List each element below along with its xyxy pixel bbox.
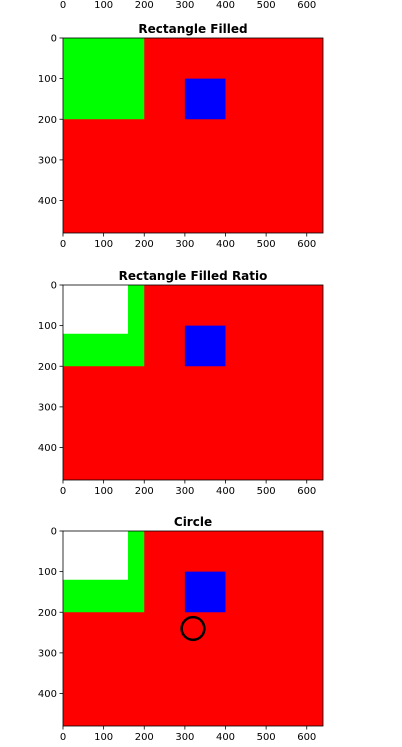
filled-rectangle: [185, 572, 226, 613]
x-tick-label: 500: [257, 239, 276, 250]
y-tick-label: 300: [38, 155, 57, 166]
x-tick-label: 0: [60, 486, 66, 497]
filled-rectangle: [185, 326, 226, 367]
x-tick-label: 300: [175, 486, 194, 497]
x-tick-label: 400: [216, 0, 235, 11]
x-tick-label: 500: [257, 0, 276, 11]
x-tick-label: 600: [297, 486, 316, 497]
chart-panel-3: Circle 0 100 200 300 400 500 600 0 100 200 300 400: [38, 515, 323, 743]
x-tick-label: 100: [94, 0, 113, 11]
y-tick-label: 0: [51, 34, 57, 45]
x-tick-label: 200: [135, 486, 154, 497]
filled-rectangle: [63, 285, 128, 334]
y-tick-label: 200: [38, 608, 57, 619]
x-tick-label: 200: [135, 0, 154, 11]
y-tick-label: 0: [51, 527, 57, 538]
x-tick-label: 500: [257, 486, 276, 497]
x-tick-label: 0: [60, 732, 66, 743]
y-tick-label: 300: [38, 402, 57, 413]
y-tick-label: 100: [38, 567, 57, 578]
chart-title: Rectangle Filled Ratio: [119, 269, 268, 283]
x-tick-label: 500: [257, 732, 276, 743]
y-tick-label: 400: [38, 689, 57, 700]
chart-panel-1: Rectangle Filled 0 100 200 300 400 500 600 0 100 2…: [38, 22, 323, 250]
y-tick-label: 100: [38, 321, 57, 332]
x-tick-label: 100: [94, 239, 113, 250]
filled-rectangle: [63, 531, 128, 580]
x-tick-label: 300: [175, 732, 194, 743]
x-tick-label: 200: [135, 732, 154, 743]
x-tick-label: 600: [297, 239, 316, 250]
chart-panel-0: 0 100 200 300 400 500 600: [60, 0, 316, 11]
y-tick-label: 200: [38, 362, 57, 373]
x-tick-label: 100: [94, 732, 113, 743]
x-tick-label: 300: [175, 239, 194, 250]
x-tick-label: 600: [297, 0, 316, 11]
x-tick-label: 600: [297, 732, 316, 743]
y-tick-label: 0: [51, 281, 57, 292]
chart-title: Circle: [174, 515, 212, 529]
chart-panel-2: Rectangle Filled Ratio 0 100 200 300 400 500 60…: [38, 269, 323, 497]
x-tick-label: 200: [135, 239, 154, 250]
filled-rectangle: [63, 38, 144, 119]
filled-rectangle: [185, 79, 226, 120]
x-tick-label: 100: [94, 486, 113, 497]
x-tick-label: 0: [60, 239, 66, 250]
x-tick-label: 400: [216, 732, 235, 743]
x-tick-label: 400: [216, 239, 235, 250]
x-tick-label: 0: [60, 0, 66, 11]
y-tick-label: 400: [38, 196, 57, 207]
y-tick-label: 400: [38, 443, 57, 454]
x-tick-label: 300: [175, 0, 194, 11]
y-tick-label: 300: [38, 648, 57, 659]
chart-title: Rectangle Filled: [138, 22, 247, 36]
y-tick-label: 200: [38, 115, 57, 126]
y-tick-label: 100: [38, 74, 57, 85]
x-tick-label: 400: [216, 486, 235, 497]
